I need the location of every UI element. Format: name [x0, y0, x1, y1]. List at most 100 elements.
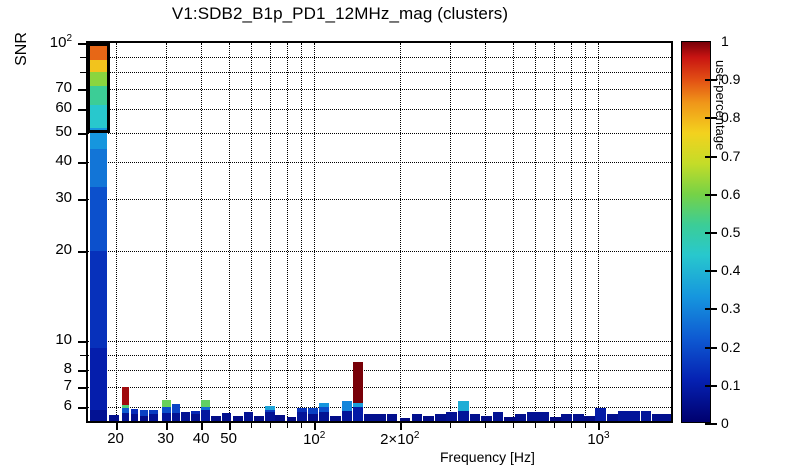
histogram-bar [584, 43, 595, 421]
x-tick-label: 102 [303, 430, 326, 448]
histogram-bar [233, 43, 243, 421]
histogram-bar [572, 43, 584, 421]
histogram-bar [89, 43, 108, 421]
gridline-horizontal [88, 161, 671, 163]
colorbar-tick-label: 0.5 [721, 224, 741, 240]
y-tick-minor [80, 354, 86, 356]
gridline-vertical [570, 43, 572, 421]
bar-segment [503, 417, 515, 421]
colorbar-tick [705, 155, 717, 158]
bar-segment [399, 418, 411, 421]
histogram-bar [480, 43, 492, 421]
y-tick [78, 89, 86, 92]
histogram-bar [446, 43, 457, 421]
histogram-bar [663, 43, 671, 421]
y-tick [78, 198, 86, 201]
x-tick-label: 30 [157, 430, 174, 447]
y-tick-label: 6 [63, 397, 72, 415]
x-tick [201, 423, 204, 430]
bar-segment [109, 415, 120, 421]
histogram-bar [162, 43, 172, 421]
bar-segment [89, 127, 108, 150]
colorbar-tick [705, 270, 717, 273]
bar-segment [341, 401, 353, 411]
bar-segment [139, 409, 148, 416]
bar-segment [121, 412, 129, 421]
bar-segment [330, 415, 341, 421]
bar-segment [89, 59, 108, 72]
histogram-bar [364, 43, 375, 421]
histogram-bar [526, 43, 538, 421]
gridline-horizontal [88, 341, 671, 343]
bar-segment [139, 415, 148, 421]
bar-segment [386, 413, 398, 421]
y-tick [78, 161, 86, 164]
bar-segment [254, 416, 264, 421]
histogram-bar [201, 43, 211, 421]
colorbar-tick-label: 0.6 [721, 185, 741, 202]
gridline-vertical [535, 43, 537, 421]
bar-segment [319, 402, 330, 408]
gridline-vertical [485, 43, 487, 421]
bar-segment [434, 414, 446, 421]
colorbar-tick-label: 0.7 [721, 147, 741, 164]
colorbar-tick [705, 193, 717, 196]
histogram-bar [297, 43, 307, 421]
x-tick [165, 423, 168, 430]
gridline-vertical [115, 43, 117, 421]
bar-segment [89, 104, 108, 128]
bar-segment [130, 413, 139, 421]
bar-segment [121, 387, 129, 406]
bar-segment [469, 413, 481, 421]
bar-segment [663, 413, 671, 421]
x-tick-minor [286, 423, 288, 428]
histogram-bar [561, 43, 573, 421]
bar-segment [201, 409, 211, 421]
x-tick-label: 2×102 [380, 430, 420, 448]
y-tick [78, 370, 86, 373]
gridline-vertical [301, 43, 303, 421]
colorbar-tick [705, 117, 717, 120]
histogram-bar [307, 43, 318, 421]
plot-area [88, 43, 671, 421]
colorbar-tick-label: 0 [721, 415, 729, 431]
gridline-horizontal [88, 56, 671, 58]
gridline-vertical [251, 43, 253, 421]
gridline-vertical [585, 43, 587, 421]
histogram-bar [606, 43, 618, 421]
y-tick [78, 341, 86, 344]
bar-segment [172, 404, 180, 413]
histogram-bar [386, 43, 398, 421]
x-tick-label: 20 [107, 430, 124, 447]
bar-segment [307, 408, 318, 414]
gridline-vertical [598, 43, 600, 421]
bar-segment [584, 416, 595, 421]
colorbar-tick-label: 0.1 [721, 376, 741, 393]
bar-segment [538, 412, 550, 421]
bar-segment [201, 400, 211, 408]
x-tick-minor [251, 423, 253, 428]
histogram-bar [595, 43, 607, 421]
histogram-bar [222, 43, 232, 421]
x-tick [115, 423, 118, 430]
histogram-bar [515, 43, 527, 421]
bar-segment [130, 409, 139, 414]
histogram-bar [640, 43, 652, 421]
bar-segment [307, 413, 318, 421]
bar-segment [190, 413, 200, 421]
x-tick [598, 423, 601, 430]
histogram-bar [254, 43, 264, 421]
gridline-horizontal [88, 132, 671, 134]
x-tick-minor [301, 423, 303, 428]
bar-segment [572, 413, 584, 421]
histogram-bar [319, 43, 330, 421]
bar-segment [618, 411, 629, 421]
colorbar-tick-label: 0.3 [721, 300, 741, 317]
bar-segment [353, 403, 364, 408]
bar-segment [264, 409, 275, 413]
bar-segment [89, 409, 108, 421]
gridline-horizontal [88, 354, 671, 356]
y-tick [78, 43, 86, 45]
histogram-bar [503, 43, 515, 421]
bar-segment [264, 412, 275, 421]
